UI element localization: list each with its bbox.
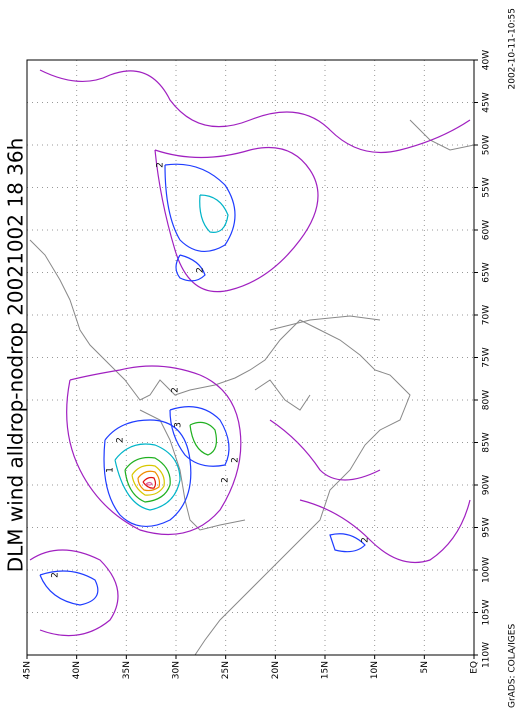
lon-label: 45W [482, 92, 492, 112]
contour-label: 2 [171, 387, 181, 393]
contour-label: 2 [361, 537, 371, 543]
lon-label: 110W [482, 642, 492, 668]
coastlines [29, 119, 475, 656]
lon-label: 90W [482, 475, 492, 495]
lat-label: 15N [321, 661, 331, 679]
lon-label: 85W [482, 432, 492, 452]
contour-label: 2 [156, 162, 166, 168]
lon-label: 60W [482, 220, 492, 240]
footer: GrADS: COLA/IGES [508, 624, 518, 708]
contour-label: 1 [106, 467, 116, 473]
contour-labels: 2 2 2 2 3 2 2 1 2 2 [51, 162, 371, 578]
lon-label: 95W [482, 517, 492, 537]
lat-label: 45N [23, 661, 33, 679]
lon-label: 55W [482, 177, 492, 197]
lat-label: 40N [72, 661, 82, 679]
lat-label: 35N [122, 661, 132, 679]
contour-label: 2 [221, 477, 231, 483]
contour-label: 2 [231, 457, 241, 463]
grid [27, 60, 474, 655]
lon-label: 100W [482, 557, 492, 583]
contour-label: 2 [116, 437, 126, 443]
lat-label: EQ [470, 661, 480, 674]
lat-label: 5N [420, 661, 430, 673]
lon-label: 65W [482, 262, 492, 282]
lon-label: 75W [482, 347, 492, 367]
contours [29, 69, 471, 637]
timestamp: 2002-10-11-10:55 [508, 8, 518, 90]
contour-label: 2 [51, 572, 61, 578]
lat-label: 30N [172, 661, 182, 679]
lat-label: 20N [271, 661, 281, 679]
map-title: DLM wind alldrop-nodrop 20021002 18 36h [4, 138, 28, 573]
contour-label: 3 [174, 422, 184, 428]
lat-label: 25N [221, 661, 231, 679]
contour-label: 2 [196, 267, 206, 273]
lon-label: 105W [482, 599, 492, 625]
lon-label: 40W [482, 50, 492, 70]
lon-label: 70W [482, 305, 492, 325]
lon-label: 50W [482, 135, 492, 155]
lat-label: 10N [370, 661, 380, 679]
plot-frame [26, 59, 475, 656]
lon-label: 80W [482, 390, 492, 410]
